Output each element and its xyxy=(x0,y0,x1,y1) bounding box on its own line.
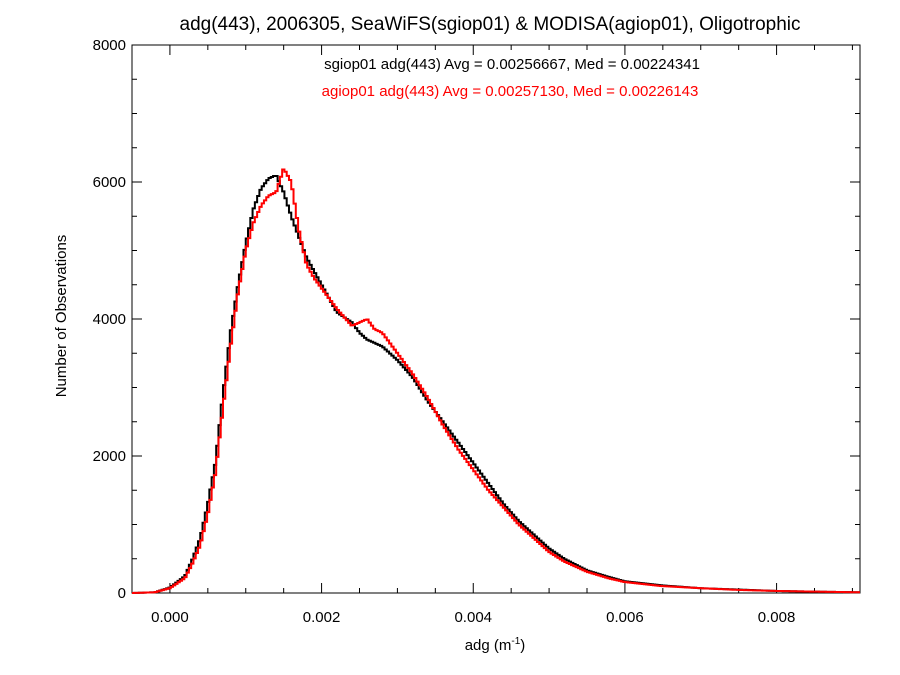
x-axis-label-main: adg (m xyxy=(465,637,512,654)
y-tick-label: 2000 xyxy=(93,448,126,465)
series-layer xyxy=(132,168,860,594)
chart-title: adg(443), 2006305, SeaWiFS(sgiop01) & MO… xyxy=(180,14,801,35)
y-tick-label: 4000 xyxy=(93,311,126,328)
x-tick-label: 0.004 xyxy=(454,609,492,626)
x-tick-label: 0.006 xyxy=(606,609,644,626)
y-tick-label: 6000 xyxy=(93,174,126,191)
x-tick-label: 0.008 xyxy=(758,609,796,626)
y-tick-label: 8000 xyxy=(93,37,126,54)
y-axis-ticks: 0 2000 4000 6000 8000 xyxy=(93,37,860,602)
x-axis-ticks: 0.000 0.002 0.004 0.006 0.008 xyxy=(131,45,853,626)
series-line-sgiop01 xyxy=(132,175,860,594)
x-tick-label: 0.002 xyxy=(303,609,341,626)
x-axis-label-sup: -1 xyxy=(511,636,520,647)
series-line-agiop01 xyxy=(132,168,860,594)
stats-label-agiop01: agiop01 adg(443) Avg = 0.00257130, Med =… xyxy=(322,83,699,100)
y-axis-label: Number of Observations xyxy=(53,235,70,398)
x-axis-label-close: ) xyxy=(520,637,525,654)
x-axis-label: adg (m-1) xyxy=(465,636,526,654)
y-tick-label: 0 xyxy=(118,585,126,602)
stats-label-sgiop01: sgiop01 adg(443) Avg = 0.00256667, Med =… xyxy=(324,56,700,73)
x-tick-label: 0.000 xyxy=(151,609,189,626)
plot-frame xyxy=(131,44,861,594)
